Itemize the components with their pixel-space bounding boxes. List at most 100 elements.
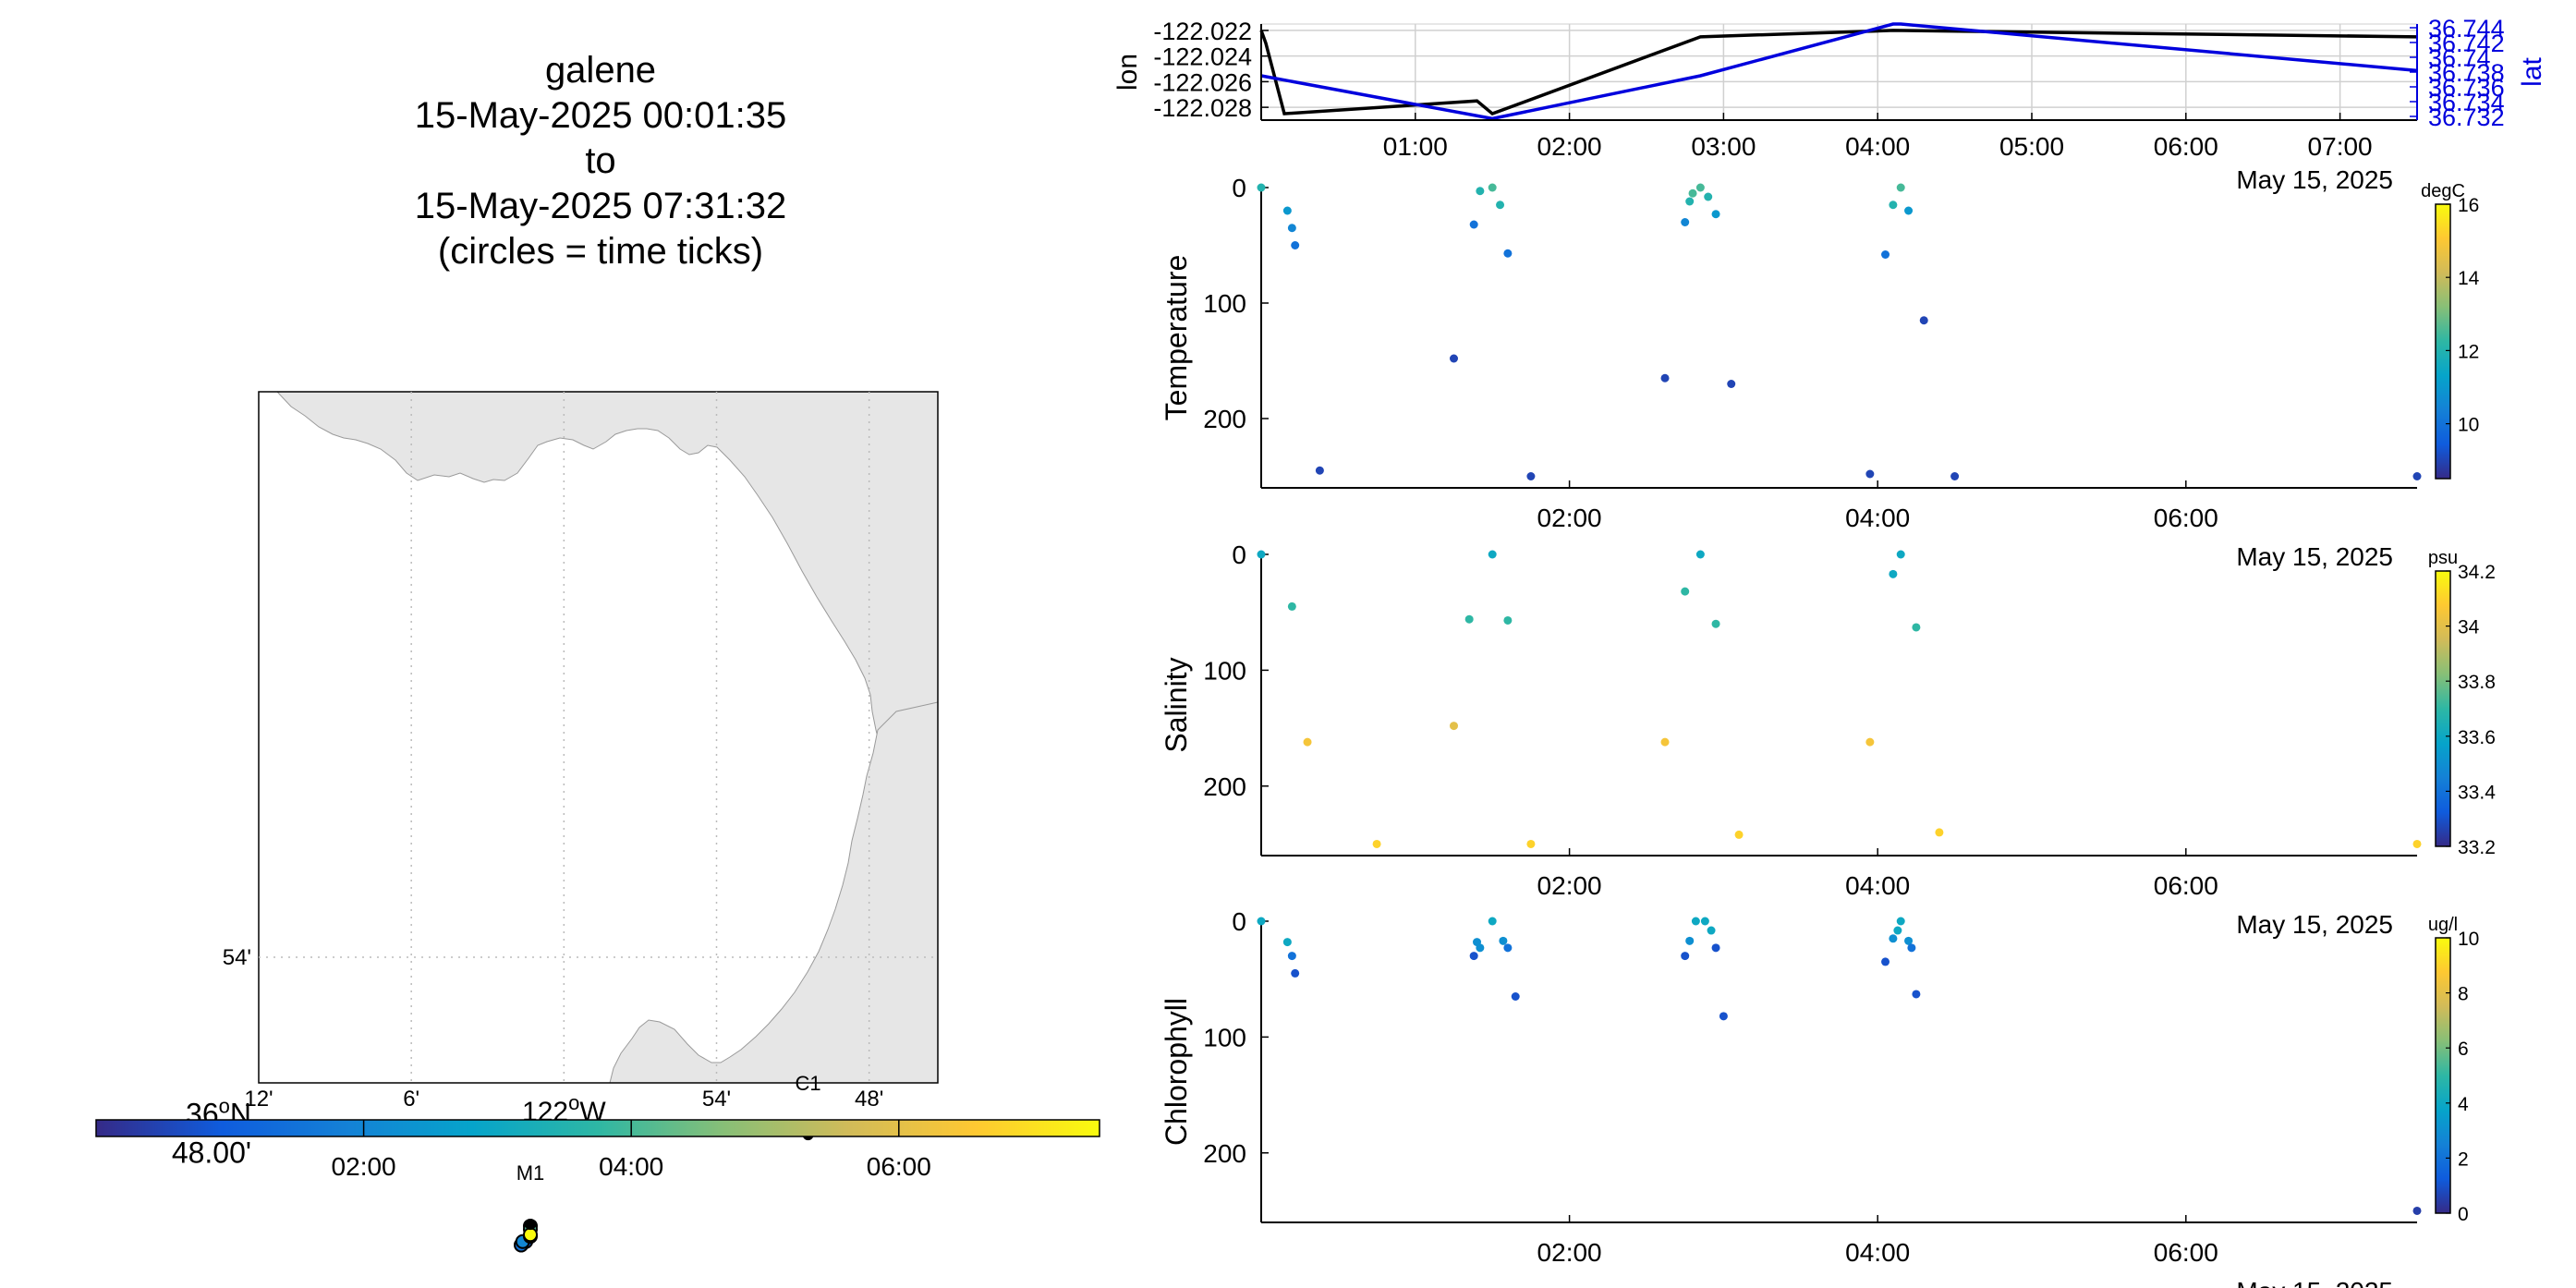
temperature-data-point [1469,220,1478,229]
salinity-data-point [1526,839,1536,848]
chlorophyll-data-point [1691,917,1700,926]
temperature-data-point [1660,373,1670,383]
salinity-colorbar-tick-label: 33.6 [2458,727,2496,748]
lon-series-line [1259,29,2418,116]
lonlat-ylabel-left: lon [1112,54,1143,91]
figure-title: galene 15-May-2025 00:01:35 to 15-May-20… [305,48,896,274]
chlorophyll-data-point [1469,952,1478,961]
chlorophyll-data-point [1511,992,1520,1001]
chlorophyll-data-point [1881,957,1890,966]
chlorophyll-data-point [1893,926,1902,935]
chlorophyll-data-point [1904,936,1914,945]
salinity-data-point [1660,737,1670,747]
chlorophyll-data-point [2412,1206,2422,1215]
lon-y-tick-label: -122.024 [1153,43,1252,71]
title-line-start: 15-May-2025 00:01:35 [414,95,787,136]
lat-y-tick-label: 36.744 [2428,15,2505,43]
temperature-data-point [2412,472,2422,480]
chlorophyll-data-point [1719,1012,1728,1021]
temperature-x-tick-label: 02:00 [1537,504,1602,532]
salinity-data-point [1865,737,1875,747]
temperature-data-point [1503,249,1513,258]
chlorophyll-data-point [1685,936,1695,945]
chlorophyll-x-tick-label: 04:00 [1845,1238,1910,1267]
salinity-data-point [1695,550,1705,559]
time-colorbar-ticks: 02:00 04:00 06:00 [332,1120,931,1181]
chlorophyll-colorbar [2435,937,2451,1214]
temperature-data-point [1488,183,1497,192]
coastline-land-east [609,701,938,1083]
title-line-end: 15-May-2025 07:31:32 [414,186,787,226]
temperature-data-point [1711,210,1720,219]
map-lon-tick-label: 6' [403,1087,419,1112]
chlorophyll-data-point [1889,934,1898,943]
time-colorbar: 02:00 04:00 06:00 [95,1119,1100,1181]
temperature-data-point [1695,183,1705,192]
map-lat-tick-label: 54' [223,945,251,970]
temperature-data-point [1904,206,1914,215]
chlorophyll-date-label: May 15, 2025 [2236,1277,2393,1288]
lat-y-tick-label: 36.742 [2428,30,2505,57]
salinity-data-point [1935,828,1944,837]
lat-y-tick-label: 36.738 [2428,59,2505,87]
salinity-x-tick-label: 02:00 [1537,871,1602,900]
salinity-colorbar-tick-label: 33.8 [2458,672,2496,693]
chlorophyll-x-tick-label: 06:00 [2154,1238,2218,1267]
salinity-data-point [1734,830,1744,839]
salinity-data-point [1303,737,1312,747]
time-colorbar-ramp [95,1119,1100,1137]
lonlat-panel: 01:00 02:00 03:00 04:00 05:00 06:00 07:00 -122.… [1112,15,2547,194]
salinity-data-point [1372,839,1381,848]
temperature-data-point [1688,188,1697,198]
map-lat-main-label-minutes: 48.00' [172,1136,251,1170]
lon-y-tick-label: -122.028 [1153,94,1252,122]
chlorophyll-colorbar-tick-label: 8 [2458,984,2469,1005]
salinity-data-point [1257,550,1266,559]
chlorophyll-data-point [1711,943,1720,953]
chlorophyll-y-tick-label: 100 [1203,1023,1246,1051]
lat-y-tick-label: 36.732 [2428,103,2505,131]
temperature-date-label: May 15, 2025 [2236,542,2393,571]
temperature-colorbar-tick-label: 14 [2458,268,2480,289]
chlorophyll-data-point [1707,926,1716,935]
lonlat-x-tick-label: 04:00 [1845,132,1910,161]
chlorophyll-data-point [1282,938,1292,947]
lat-series-line [1260,22,2418,121]
lon-y-tick-label: -122.022 [1153,18,1252,45]
salinity-data-point [1681,587,1690,596]
salinity-colorbar [2435,570,2451,847]
title-line-note: (circles = time ticks) [437,231,764,272]
lonlat-ticks: 01:00 02:00 03:00 04:00 05:00 06:00 07:00 -122.… [1153,15,2504,161]
temperature-data-point [1496,200,1505,210]
chlorophyll-data-point [1291,968,1300,978]
temperature-x-tick-label: 04:00 [1845,504,1910,532]
salinity-data-point [1450,722,1458,731]
lonlat-x-tick-label: 03:00 [1691,132,1756,161]
lat-y-tick-label: 36.736 [2428,74,2505,102]
chlorophyll-y-tick-label: 200 [1203,1139,1246,1168]
salinity-colorbar-tick-label: 33.4 [2458,782,2496,803]
chlorophyll-colorbar-tick-label: 4 [2458,1094,2469,1115]
temperature-y-tick-label: 100 [1203,289,1246,318]
temperature-data-point [1526,472,1536,480]
salinity-data-point [1912,623,1921,632]
temperature-data-point [1727,380,1736,388]
lonlat-x-tick-label: 06:00 [2154,132,2218,161]
temperature-data-point [1476,187,1485,196]
lonlat-x-tick-label: 02:00 [1537,132,1602,161]
map-stations: C1 M1 [516,1072,821,1231]
chlorophyll-data-point [1896,917,1905,926]
chlorophyll-data-point [1476,943,1485,953]
temperature-data-point [1881,250,1890,259]
chlorophyll-data-point [1503,943,1513,953]
salinity-colorbar-tick-label: 34.2 [2458,562,2496,583]
title-line-platform: galene [544,50,657,91]
map-lon-tick-label: 12' [244,1087,273,1112]
salinity-ylabel: Salinity [1160,657,1193,752]
temperature-y-tick-label: 200 [1203,405,1246,433]
temperature-colorbar [2435,203,2451,480]
chlorophyll-data-point [1287,952,1296,961]
salinity-colorbar-units: psu [2428,548,2458,568]
